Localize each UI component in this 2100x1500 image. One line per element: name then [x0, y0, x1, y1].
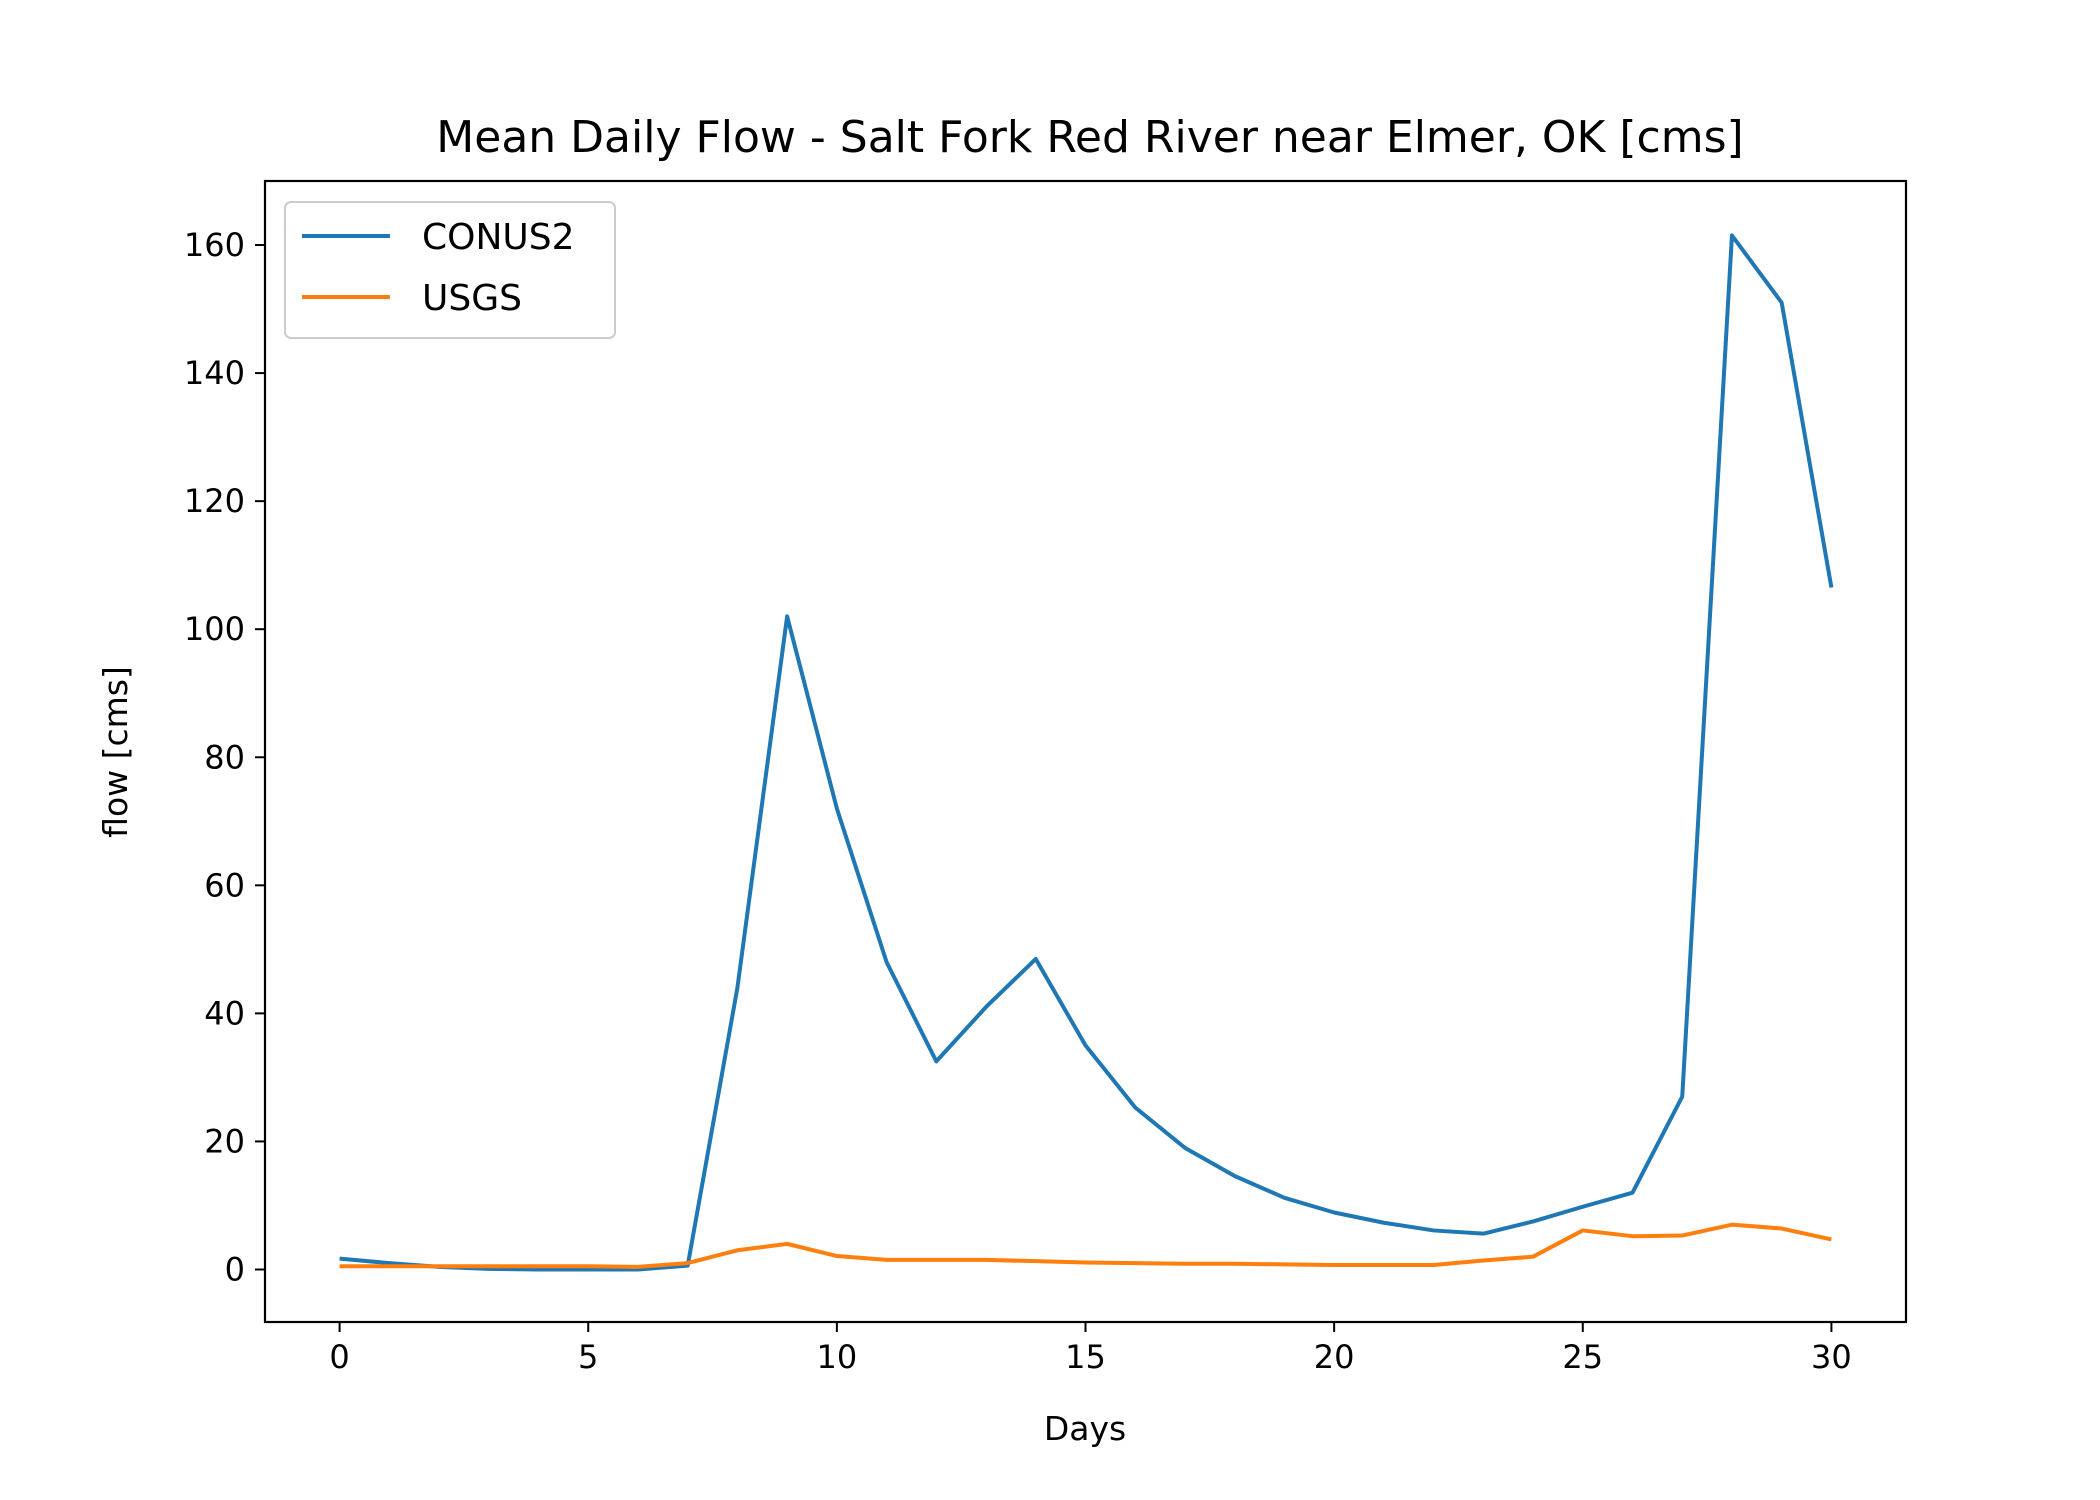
- x-tick-label: 30: [1811, 1338, 1852, 1376]
- legend-label: CONUS2: [422, 217, 575, 258]
- x-tick-label: 0: [329, 1338, 349, 1376]
- series-line-usgs: [339, 1222, 1832, 1269]
- y-tick-label: 160: [184, 226, 245, 264]
- x-tick-label: 25: [1562, 1338, 1603, 1376]
- y-tick-label: 60: [204, 866, 245, 904]
- x-tick-label: 10: [817, 1338, 858, 1376]
- y-axis-label: flow [cms]: [96, 666, 135, 838]
- legend: CONUS2 USGS: [284, 201, 616, 339]
- legend-label: USGS: [422, 278, 522, 319]
- plot-area-frame: [263, 179, 1908, 1324]
- y-tick-label: 20: [204, 1122, 245, 1160]
- y-tick-label: 140: [184, 354, 245, 392]
- x-axis-label: Days: [1044, 1409, 1126, 1448]
- y-tick-label: 100: [184, 610, 245, 648]
- axes-layer: 0 5 10 15 20 25 30 0 20 40 60 80 100 120 140 160: [184, 226, 1852, 1376]
- series-layer: [339, 233, 1834, 1272]
- y-tick-label: 0: [225, 1250, 245, 1288]
- x-tick-label: 15: [1065, 1338, 1106, 1376]
- series-line-conus2: [339, 233, 1834, 1272]
- y-tick-label: 80: [204, 738, 245, 776]
- y-tick-label: 40: [204, 994, 245, 1032]
- x-tick-label: 20: [1314, 1338, 1355, 1376]
- chart-title: Mean Daily Flow - Salt Fork Red River ne…: [436, 112, 1743, 163]
- x-tick-label: 5: [578, 1338, 598, 1376]
- y-tick-label: 120: [184, 482, 245, 520]
